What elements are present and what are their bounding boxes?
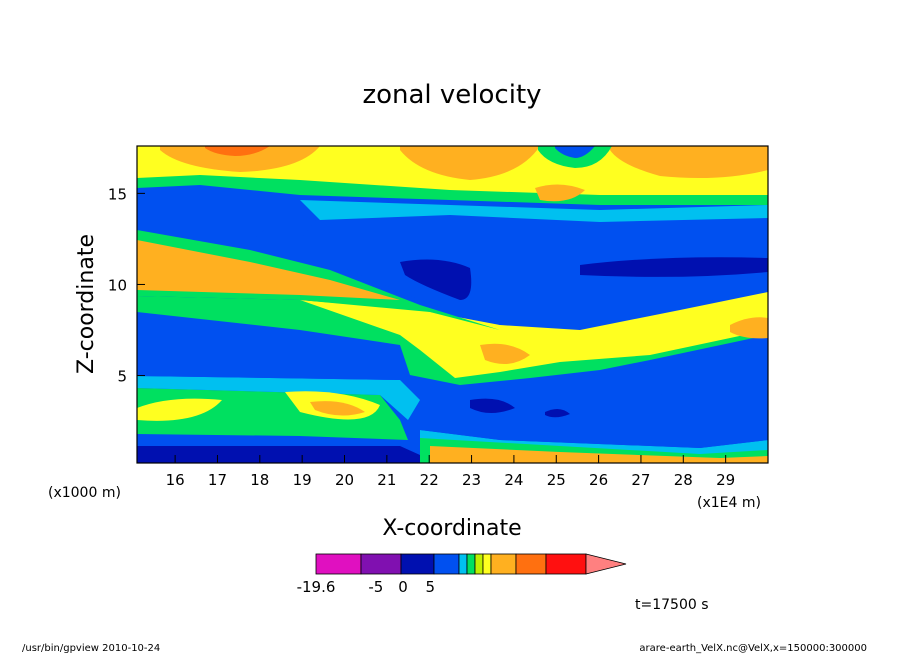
contour-region [137, 320, 415, 380]
x-tick-label: 20 [335, 471, 354, 489]
x-axis-ticks: 16 17 18 19 20 21 22 23 24 25 26 27 28 29 [166, 455, 735, 489]
colorbar-swatch [490, 553, 517, 575]
footer-left: /usr/bin/gpview 2010-10-24 [22, 643, 160, 654]
colorbar-swatch [474, 553, 484, 575]
footer-right: arare-earth_VelX.nc@VelX,x=150000:300000 [639, 643, 867, 654]
x-tick-label: 26 [589, 471, 608, 489]
x-tick-label: 18 [250, 471, 269, 489]
contour-region [545, 408, 570, 418]
y-tick-label: 5 [117, 368, 127, 386]
colorbar-swatch [360, 553, 402, 575]
contour-fill [137, 146, 768, 463]
x-tick-label: 23 [462, 471, 481, 489]
colorbar-label: -5 [368, 578, 383, 596]
colorbar-swatch [515, 553, 547, 575]
y-axis-label: Z-coordinate [74, 234, 99, 374]
contour-region [310, 401, 365, 416]
colorbar-swatch [315, 553, 362, 575]
contour-region [580, 257, 768, 277]
colorbar-extension [585, 553, 627, 575]
x-tick-label: 17 [208, 471, 227, 489]
contour-region [400, 259, 472, 300]
colorbar-label: 5 [425, 578, 435, 596]
contour-region [137, 190, 271, 240]
x-tick-label: 29 [716, 471, 735, 489]
contour-region [300, 292, 768, 378]
y-tick-label: 10 [108, 276, 127, 294]
contour-region [205, 146, 270, 156]
contour-region [160, 146, 320, 172]
plot-area: 16 17 18 19 20 21 22 23 24 25 26 27 28 29 5 10 15 [108, 145, 769, 489]
time-annotation: t=17500 s [635, 597, 709, 613]
colorbar-swatch [545, 553, 587, 575]
contour-region [420, 385, 768, 448]
x-tick-label: 16 [166, 471, 185, 489]
x-tick-label: 21 [377, 471, 396, 489]
colorbar: -19.6 -5 0 5 [297, 553, 627, 596]
chart-title: zonal velocity [362, 80, 541, 110]
colorbar-swatch [482, 553, 492, 575]
contour-region [730, 317, 768, 339]
contour-region [300, 210, 768, 325]
contour-region [400, 146, 540, 180]
x-tick-label: 22 [420, 471, 439, 489]
contour-region [137, 398, 222, 421]
x-tick-label: 28 [674, 471, 693, 489]
x-tick-label: 25 [547, 471, 566, 489]
x-tick-label: 27 [631, 471, 650, 489]
colorbar-swatch [433, 553, 460, 575]
colorbar-swatch [458, 553, 468, 575]
contour-region [300, 200, 768, 222]
contour-region [137, 376, 420, 420]
x-axis-label: X-coordinate [382, 516, 521, 541]
x-unit-label: (x1E4 m) [697, 495, 761, 511]
contour-region [137, 240, 400, 300]
x-tick-label: 24 [504, 471, 523, 489]
contour-region [555, 146, 595, 158]
y-axis-ticks: 5 10 15 [108, 185, 145, 386]
contour-region [480, 343, 530, 364]
colorbar-label: -19.6 [297, 578, 336, 596]
contour-region [470, 398, 515, 413]
y-tick-label: 15 [108, 185, 127, 203]
colorbar-swatch [400, 553, 435, 575]
contour-region [610, 146, 768, 178]
contour-region [535, 184, 585, 202]
colorbar-label: 0 [398, 578, 408, 596]
y-unit-label: (x1000 m) [48, 485, 121, 501]
colorbar-swatch [466, 553, 476, 575]
plot-frame [136, 145, 769, 464]
x-tick-label: 19 [293, 471, 312, 489]
